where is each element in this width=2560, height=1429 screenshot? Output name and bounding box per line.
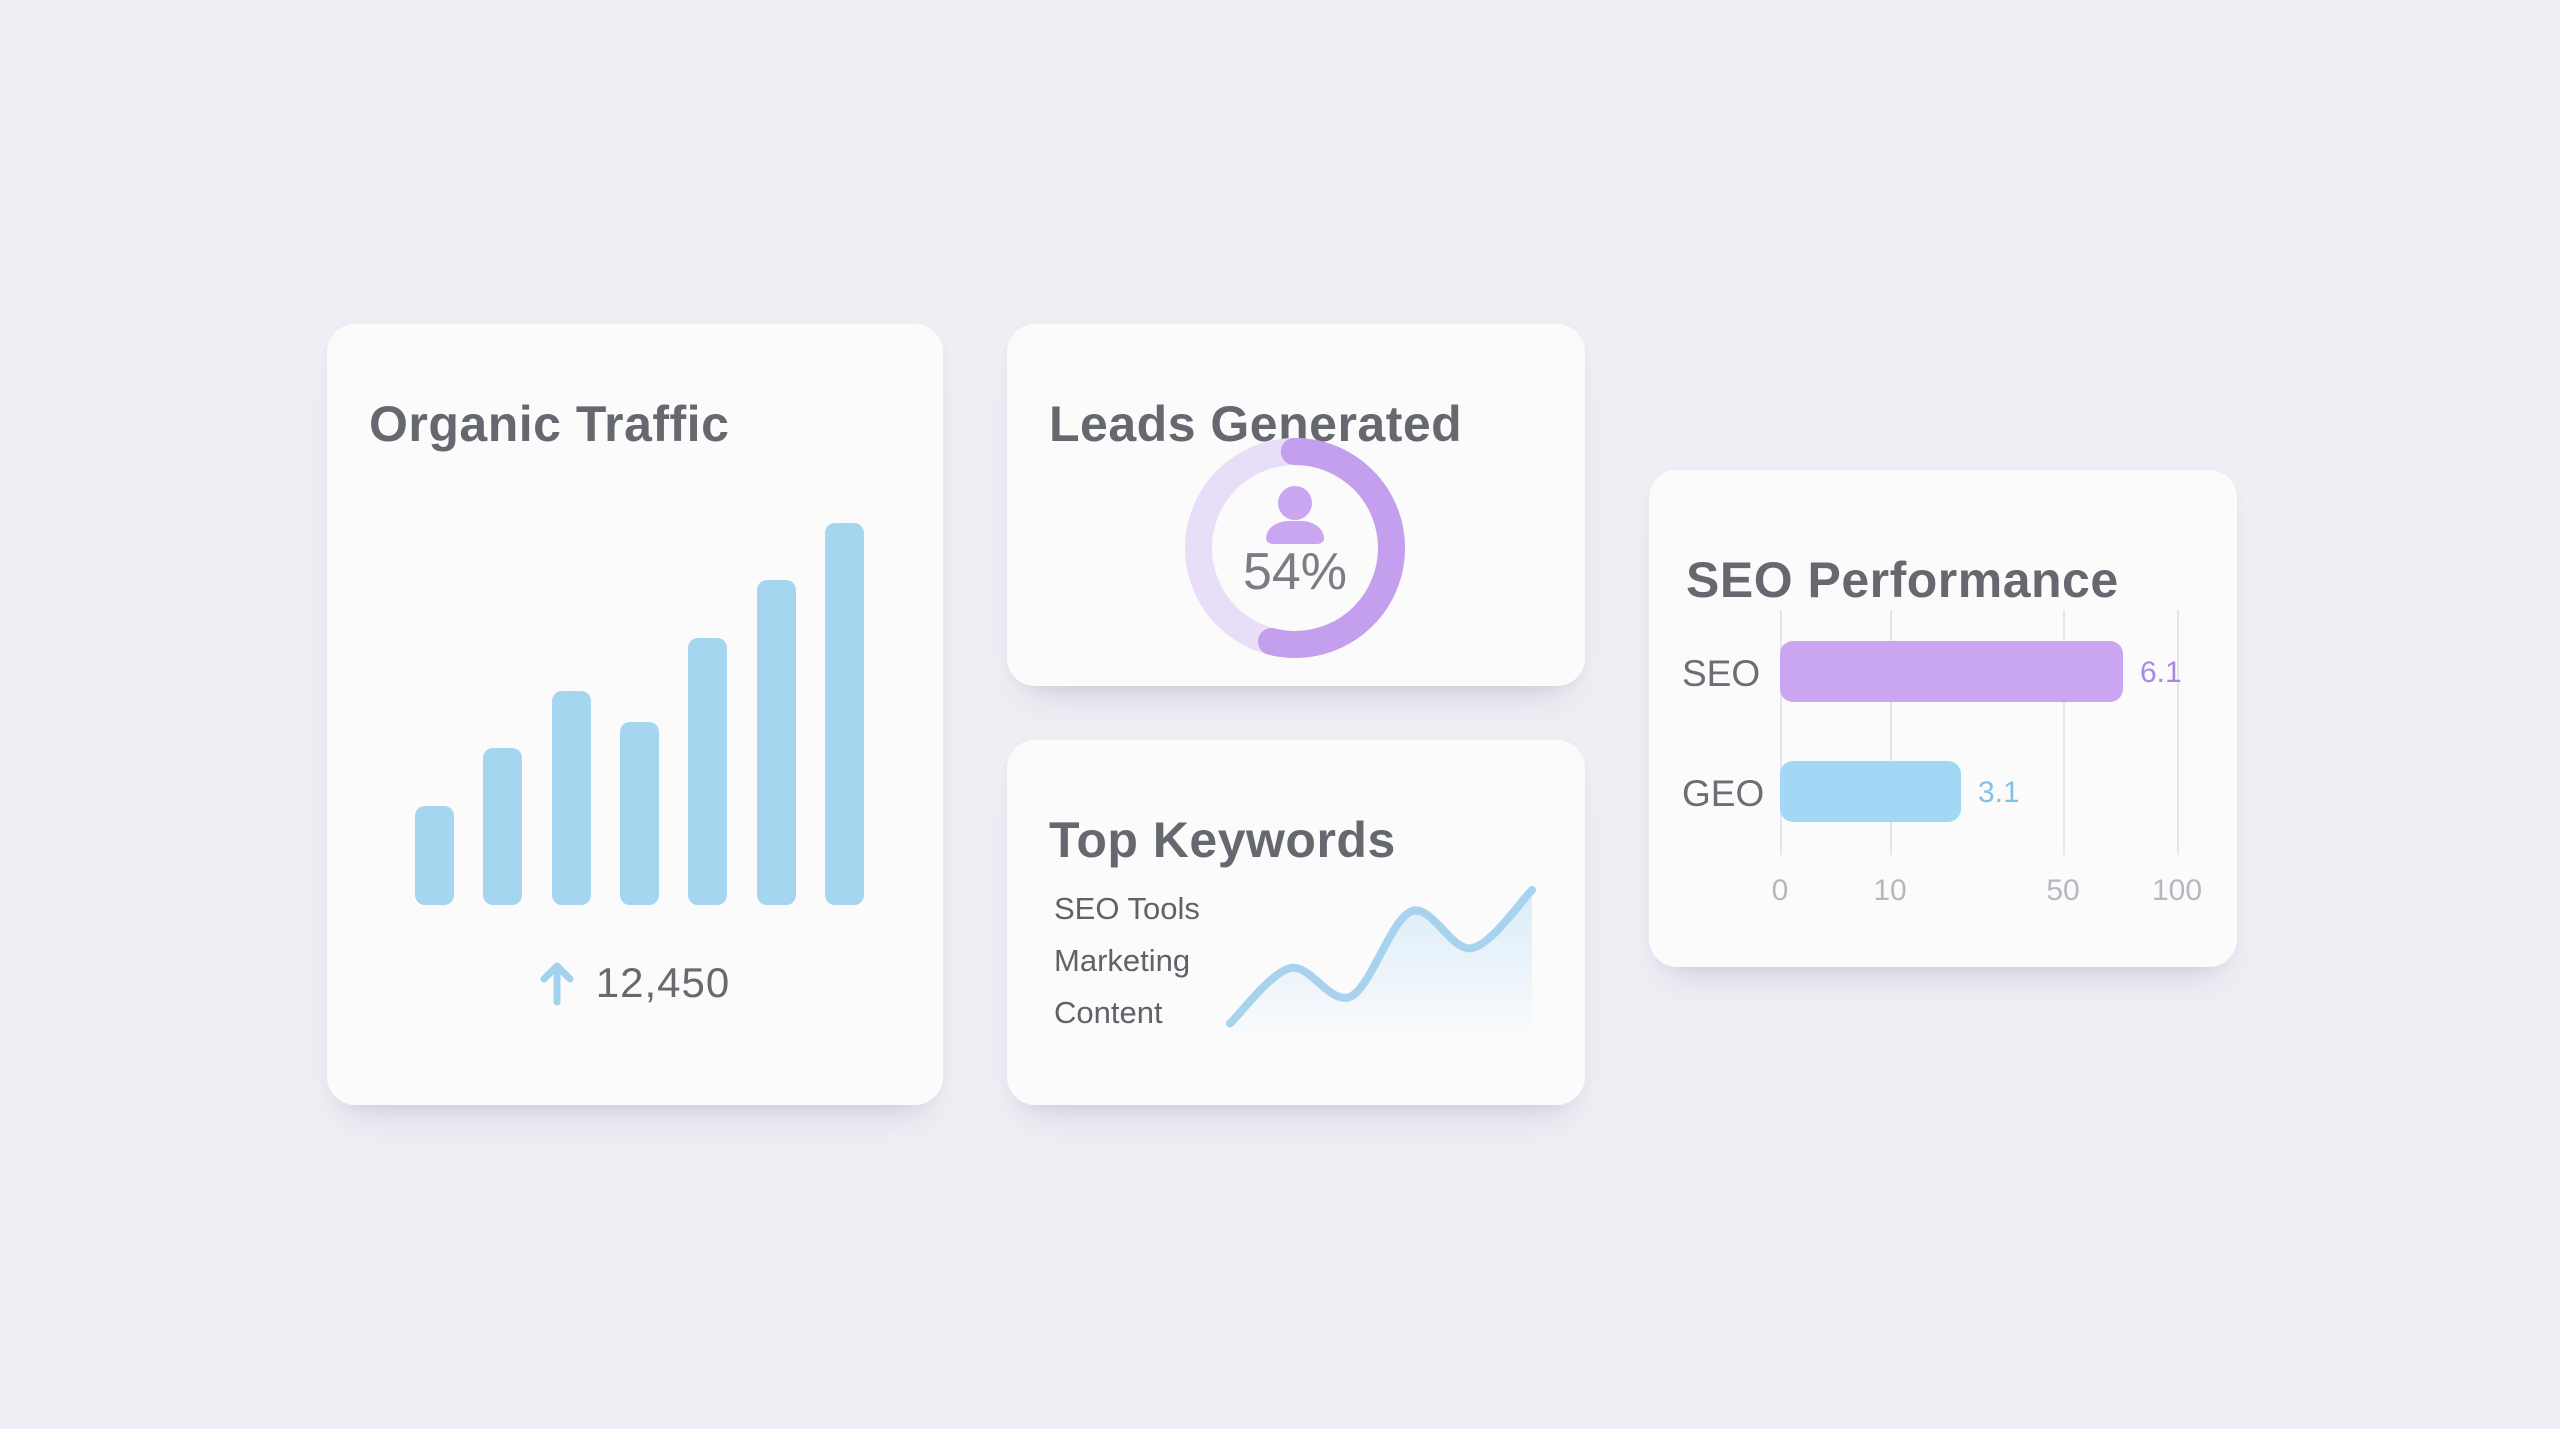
person-icon-head bbox=[1278, 486, 1312, 520]
traffic-bar bbox=[483, 748, 522, 905]
seo-performance-card: SEO Performance 0 10 50 100 SEO 6.1 GEO 3.1 bbox=[1649, 470, 2237, 967]
axis-gridline bbox=[2063, 610, 2065, 855]
axis-gridline bbox=[1780, 610, 1782, 855]
keyword-item: SEO Tools bbox=[1054, 891, 1200, 926]
keywords-sparkline bbox=[1226, 886, 1536, 1032]
traffic-bar bbox=[415, 806, 454, 905]
traffic-bar bbox=[552, 691, 591, 905]
person-icon bbox=[1266, 486, 1324, 544]
traffic-bar bbox=[688, 638, 727, 905]
keyword-item: Content bbox=[1054, 995, 1163, 1030]
seo-performance-title: SEO Performance bbox=[1686, 551, 2119, 608]
up-arrow-icon bbox=[540, 962, 574, 1006]
axis-tick-label: 10 bbox=[1873, 874, 1907, 907]
keyword-list: SEO Tools Marketing Content bbox=[1054, 883, 1200, 1039]
top-keywords-title: Top Keywords bbox=[1049, 811, 1396, 868]
axis-gridline bbox=[1890, 610, 1892, 855]
leads-progress-ring bbox=[1185, 438, 1405, 658]
organic-traffic-footer: 12,450 bbox=[327, 948, 943, 1018]
organic-traffic-card: Organic Traffic 12,450 bbox=[327, 324, 943, 1105]
bar-value-label: 3.1 bbox=[1978, 776, 2020, 809]
performance-bar bbox=[1780, 641, 2123, 702]
traffic-bar bbox=[757, 580, 796, 905]
leads-generated-title: Leads Generated bbox=[1049, 395, 1463, 452]
axis-tick-label: 50 bbox=[2046, 874, 2080, 907]
traffic-bar bbox=[825, 523, 864, 905]
leads-percent-label: 54% bbox=[1242, 543, 1348, 601]
category-label: SEO bbox=[1682, 653, 1761, 694]
organic-traffic-metric: 12,450 bbox=[595, 959, 731, 1006]
axis-tick-label: 100 bbox=[2151, 874, 2203, 907]
axis-tick-label: 0 bbox=[1771, 874, 1789, 907]
organic-traffic-title: Organic Traffic bbox=[369, 395, 730, 452]
category-label: GEO bbox=[1682, 773, 1765, 814]
bar-value-label: 6.1 bbox=[2140, 656, 2182, 689]
keyword-item: Marketing bbox=[1054, 943, 1191, 978]
traffic-bar bbox=[620, 722, 659, 905]
axis-gridline bbox=[2177, 610, 2179, 855]
leads-generated-card: Leads Generated 54% bbox=[1007, 324, 1585, 686]
person-icon-body bbox=[1266, 521, 1324, 544]
organic-traffic-bar-chart bbox=[327, 324, 943, 1105]
performance-bar bbox=[1780, 761, 1961, 822]
top-keywords-card: Top Keywords SEO Tools Marketing Content bbox=[1007, 740, 1585, 1105]
